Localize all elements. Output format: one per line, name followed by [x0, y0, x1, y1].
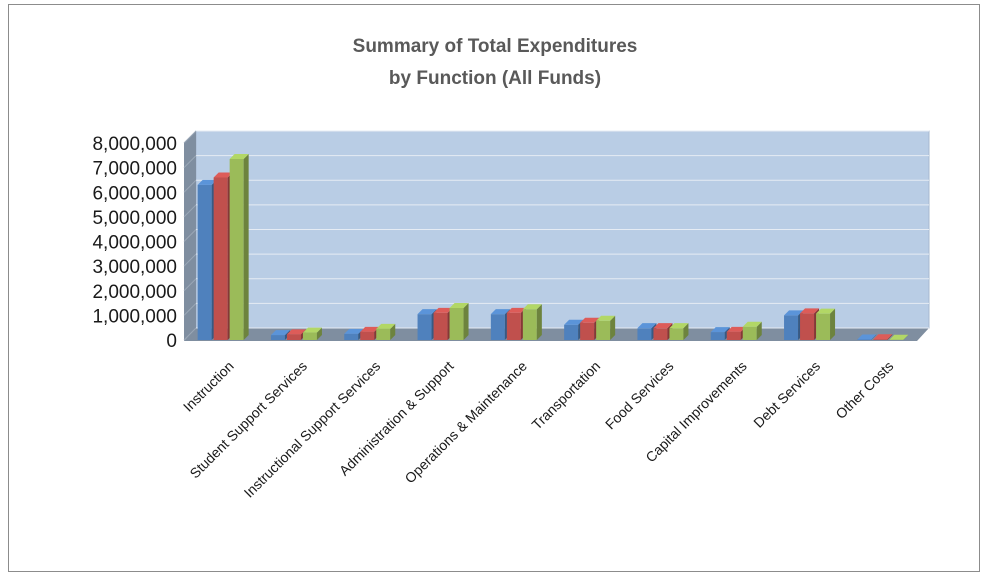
bar — [889, 334, 909, 340]
chart-title-line-1: Summary of Total Expenditures — [352, 36, 638, 57]
x-category-label: Other Costs — [832, 358, 896, 422]
gridline-side — [183, 155, 197, 168]
x-category-label: Instructional Support Services — [241, 358, 384, 501]
gridline-side — [183, 179, 197, 193]
y-tick-label: 3,000,000 — [92, 257, 177, 278]
bar — [742, 321, 762, 340]
y-tick-label: 1,000,000 — [92, 306, 177, 327]
y-tick-label: 6,000,000 — [92, 183, 177, 204]
x-category-label: Food Services — [602, 358, 677, 433]
bar — [857, 334, 877, 340]
bar — [816, 308, 836, 340]
x-category-label: Operations & Maintenance — [401, 358, 530, 487]
bar — [376, 323, 396, 340]
x-category-label: Debt Services — [750, 358, 823, 431]
gridline-side — [183, 229, 197, 242]
chart-title-line-2: by Function (All Funds) — [388, 68, 602, 89]
x-category-label: Instruction — [180, 358, 237, 415]
chart-frame: Summary of Total Expenditures by Functio… — [8, 4, 980, 572]
y-tick-label: 0 — [166, 331, 177, 352]
bar — [669, 323, 689, 340]
bar — [229, 154, 249, 340]
y-tick-label: 8,000,000 — [92, 134, 177, 155]
y-tick-label: 5,000,000 — [92, 208, 177, 229]
bar — [449, 302, 469, 340]
chart-title: Summary of Total Expenditures by Functio… — [9, 31, 981, 95]
bar — [522, 304, 542, 340]
gridline-side — [183, 130, 197, 144]
bar — [302, 327, 322, 340]
y-tick-label: 7,000,000 — [92, 159, 177, 180]
x-category-label: Transportation — [528, 358, 603, 433]
bar-chart: 0 1,000,000 2,000,000 3,000,000 4,000,000 5,0… — [92, 130, 930, 501]
gridline-side — [183, 253, 197, 267]
gridline-side — [183, 278, 197, 292]
bar — [873, 334, 893, 340]
bar — [596, 315, 616, 340]
gridline-side — [183, 204, 197, 218]
gridline-side — [183, 327, 197, 341]
x-category-label: Student Support Services — [186, 358, 310, 482]
y-tick-label: 2,000,000 — [92, 282, 177, 303]
gridline-side — [183, 303, 197, 316]
y-tick-label: 4,000,000 — [92, 233, 177, 254]
